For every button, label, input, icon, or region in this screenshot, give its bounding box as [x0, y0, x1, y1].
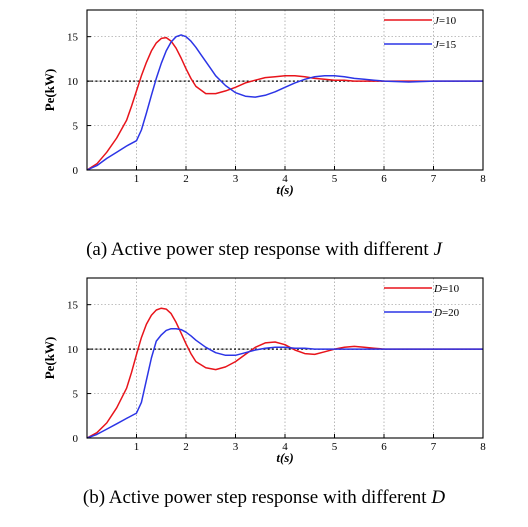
chart-b-svg: 1 2 3 4 5 6 7 8 0 5 10 15 t(s) Pe(kW) D=10 D=20 — [42, 277, 486, 465]
chart-0-x-tick-label: 5 — [332, 173, 338, 185]
chart-0-plot-frame — [86, 9, 484, 171]
caption-b: (b) Active power step response with diff… — [0, 487, 528, 509]
chart-0-y-tick-label: 0 — [73, 165, 79, 177]
chart-0-series-line-0 — [86, 36, 483, 171]
chart-1-series-line-0 — [86, 307, 483, 439]
chart-panel-b: 1 2 3 4 5 6 7 8 0 5 10 15 t(s) Pe(kW) D=10 D=20 — [0, 268, 528, 478]
chart-0-x-tick-label: 8 — [480, 173, 486, 185]
chart-1-x-tick-label: 3 — [233, 441, 239, 453]
chart-1-series-line-1 — [86, 327, 483, 439]
caption-a-var: J — [433, 239, 442, 260]
chart-1-x-tick-label: 1 — [134, 441, 140, 453]
chart-1-x-axis-label: t(s) — [276, 450, 293, 465]
caption-b-text: (b) Active power step response with diff… — [82, 487, 432, 508]
chart-1-x-tick-label: 5 — [332, 441, 338, 453]
chart-1-x-tick-label: 2 — [183, 441, 189, 453]
chart-0-y-axis-label: Pe(kW) — [42, 69, 57, 112]
chart-1-x-tick-label: 8 — [480, 441, 486, 453]
chart-1-legend-label-1: D=20 — [433, 307, 460, 319]
chart-0-y-tick-label: 5 — [73, 121, 79, 133]
chart-0-x-tick-label: 6 — [381, 173, 387, 185]
chart-1-y-tick-label: 15 — [67, 300, 79, 312]
chart-0-legend-label-1: J=15 — [434, 39, 457, 51]
chart-a-svg: 1 2 3 4 5 6 7 8 0 5 10 15 t(s) Pe(kW) J=10 J=15 — [42, 9, 486, 197]
chart-1-y-tick-label: 10 — [67, 344, 79, 356]
chart-1-legend-label-0: D=10 — [433, 283, 460, 295]
chart-0-x-tick-label: 4 — [282, 173, 288, 185]
chart-0-x-tick-label: 3 — [233, 173, 239, 185]
chart-1-x-tick-label: 6 — [381, 441, 387, 453]
chart-1-y-tick-label: 0 — [73, 433, 79, 445]
caption-a-text: (a) Active power step response with diff… — [86, 239, 434, 260]
chart-0-series-line-1 — [86, 34, 483, 171]
chart-0-x-tick-label: 2 — [183, 173, 189, 185]
chart-panel-a: 1 2 3 4 5 6 7 8 0 5 10 15 t(s) Pe(kW) J=10 J=15 — [0, 0, 528, 210]
chart-0-y-tick-label: 15 — [67, 32, 79, 44]
chart-0-x-tick-label: 1 — [134, 173, 140, 185]
chart-0-y-tick-label: 10 — [67, 76, 79, 88]
chart-0-legend-label-0: J=10 — [434, 15, 457, 27]
chart-1-y-tick-label: 5 — [73, 389, 79, 401]
chart-1-plot-frame — [86, 277, 484, 439]
caption-b-var: D — [431, 487, 446, 508]
caption-a: (a) Active power step response with diff… — [0, 239, 528, 261]
chart-1-x-tick-label: 4 — [282, 441, 288, 453]
chart-0-x-axis-label: t(s) — [276, 182, 293, 197]
chart-1-y-axis-label: Pe(kW) — [42, 337, 57, 380]
chart-1-x-tick-label: 7 — [431, 441, 437, 453]
chart-0-x-tick-label: 7 — [431, 173, 437, 185]
